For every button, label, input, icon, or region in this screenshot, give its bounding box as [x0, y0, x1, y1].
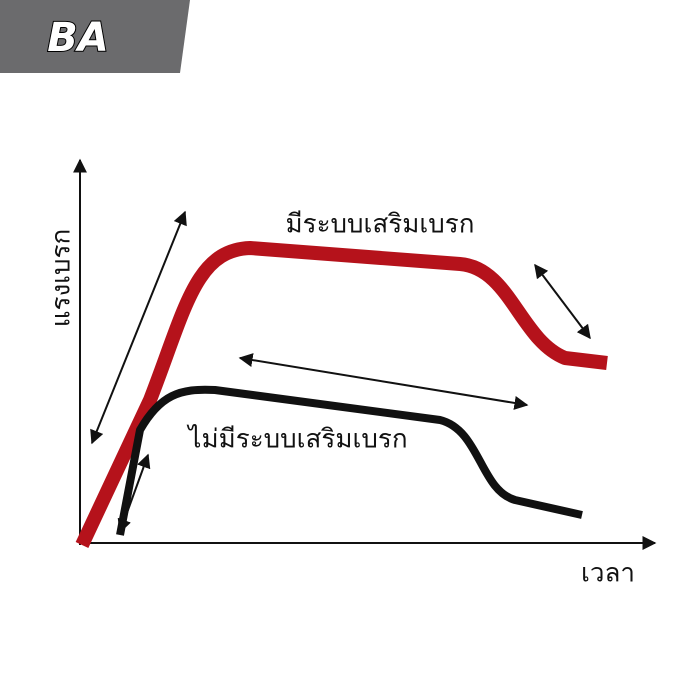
- arrow: [534, 263, 591, 340]
- logo-bg: [0, 0, 190, 73]
- arrow: [238, 353, 529, 410]
- logo-text: BA: [47, 15, 108, 61]
- curve-label: ไม่มีระบบเสริมเบรก: [186, 424, 407, 455]
- arrow: [117, 453, 151, 534]
- x-axis-label: เวลา: [581, 559, 635, 589]
- y-axis-label: แรงเบรก: [47, 229, 77, 328]
- arrow: [90, 210, 187, 445]
- curve-without-assist: [116, 385, 583, 536]
- curve-label: มีระบบเสริมเบรก: [285, 210, 474, 240]
